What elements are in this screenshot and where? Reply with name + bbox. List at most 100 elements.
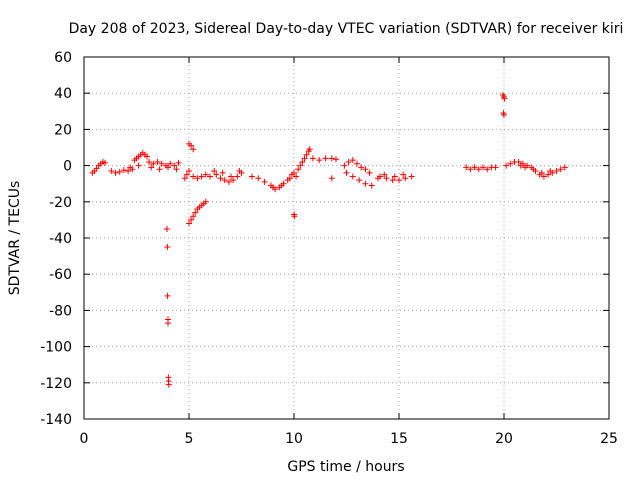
data-point: [286, 175, 293, 182]
data-point: [400, 171, 407, 178]
y-tick-label: 40: [54, 86, 72, 102]
data-point: [306, 146, 313, 153]
data-point: [207, 173, 213, 180]
data-point: [165, 320, 171, 327]
data-point: [173, 166, 180, 173]
data-point: [150, 160, 157, 167]
data-point: [402, 175, 409, 182]
data-point: [295, 166, 302, 173]
chart-title: Day 208 of 2023, Sidereal Day-to-day VTE…: [69, 21, 624, 37]
data-point: [165, 164, 171, 171]
data-point: [349, 173, 356, 180]
data-point: [228, 173, 234, 180]
data-point: [186, 168, 192, 175]
data-point: [328, 155, 335, 162]
data-point: [125, 168, 132, 175]
data-points: [89, 92, 568, 388]
x-tick-label: 25: [600, 431, 618, 447]
data-point: [383, 175, 390, 182]
data-point: [198, 173, 205, 180]
data-point: [190, 146, 197, 153]
data-point: [345, 158, 352, 165]
y-tick-label: 20: [54, 122, 72, 138]
data-point: [354, 160, 360, 167]
data-point: [501, 95, 508, 102]
y-tick-label: 0: [63, 159, 72, 175]
data-point: [108, 168, 115, 175]
data-point: [144, 153, 150, 160]
data-point: [328, 175, 335, 182]
data-point: [396, 177, 402, 184]
x-tick-label: 20: [495, 431, 513, 447]
data-point: [475, 166, 482, 173]
data-point: [362, 166, 369, 173]
data-point: [154, 158, 161, 165]
y-tick-label: 60: [54, 50, 72, 66]
data-point: [540, 173, 547, 180]
data-point: [278, 182, 285, 189]
data-point: [167, 160, 174, 167]
data-point: [515, 158, 522, 165]
data-point: [102, 159, 108, 166]
data-point: [202, 198, 209, 205]
data-point: [322, 155, 329, 162]
data-point: [316, 157, 323, 164]
data-point: [127, 164, 134, 171]
data-point: [303, 151, 310, 158]
data-point: [255, 175, 262, 182]
data-point: [112, 169, 119, 176]
data-point: [171, 162, 178, 169]
data-point: [381, 171, 388, 178]
data-point: [291, 213, 298, 220]
data-point: [561, 164, 568, 171]
data-point: [522, 164, 528, 171]
data-point: [343, 169, 350, 176]
data-point: [116, 168, 123, 175]
data-point: [120, 167, 127, 174]
data-point: [507, 160, 514, 167]
data-point: [188, 142, 195, 149]
data-point: [165, 381, 172, 388]
data-point: [186, 220, 192, 227]
y-tick-label: -100: [40, 340, 72, 356]
data-point: [221, 177, 228, 184]
data-point: [503, 162, 510, 169]
data-point: [188, 216, 195, 223]
data-point: [389, 177, 396, 184]
x-tick-label: 0: [80, 431, 89, 447]
data-point: [202, 171, 209, 178]
data-point: [249, 173, 255, 180]
data-point: [362, 180, 369, 187]
data-point: [230, 177, 237, 184]
data-point: [270, 184, 276, 191]
y-axis-label: SDTVAR / TECUs: [7, 181, 23, 296]
x-axis-label: GPS time / hours: [287, 459, 404, 475]
data-point: [194, 175, 201, 182]
axis-ticks: [83, 56, 610, 420]
x-tick-label: 5: [185, 431, 194, 447]
data-point: [146, 158, 153, 165]
data-point: [211, 168, 218, 175]
data-point: [261, 178, 268, 185]
data-point: [291, 169, 297, 176]
data-point: [190, 213, 197, 220]
data-point: [484, 166, 491, 173]
data-point: [135, 162, 142, 169]
data-point: [236, 168, 243, 175]
data-point: [368, 182, 375, 189]
data-point: [158, 160, 165, 167]
data-point: [408, 173, 415, 180]
data-point: [181, 175, 188, 182]
data-point: [156, 166, 163, 173]
data-point: [309, 155, 316, 162]
data-point: [333, 156, 339, 163]
data-point: [463, 164, 470, 171]
data-point: [164, 244, 171, 251]
data-point: [234, 173, 241, 180]
data-point: [501, 111, 507, 118]
data-point: [219, 169, 226, 176]
x-tick-label: 15: [390, 431, 408, 447]
data-point: [557, 166, 564, 173]
y-tick-label: -20: [49, 195, 72, 211]
